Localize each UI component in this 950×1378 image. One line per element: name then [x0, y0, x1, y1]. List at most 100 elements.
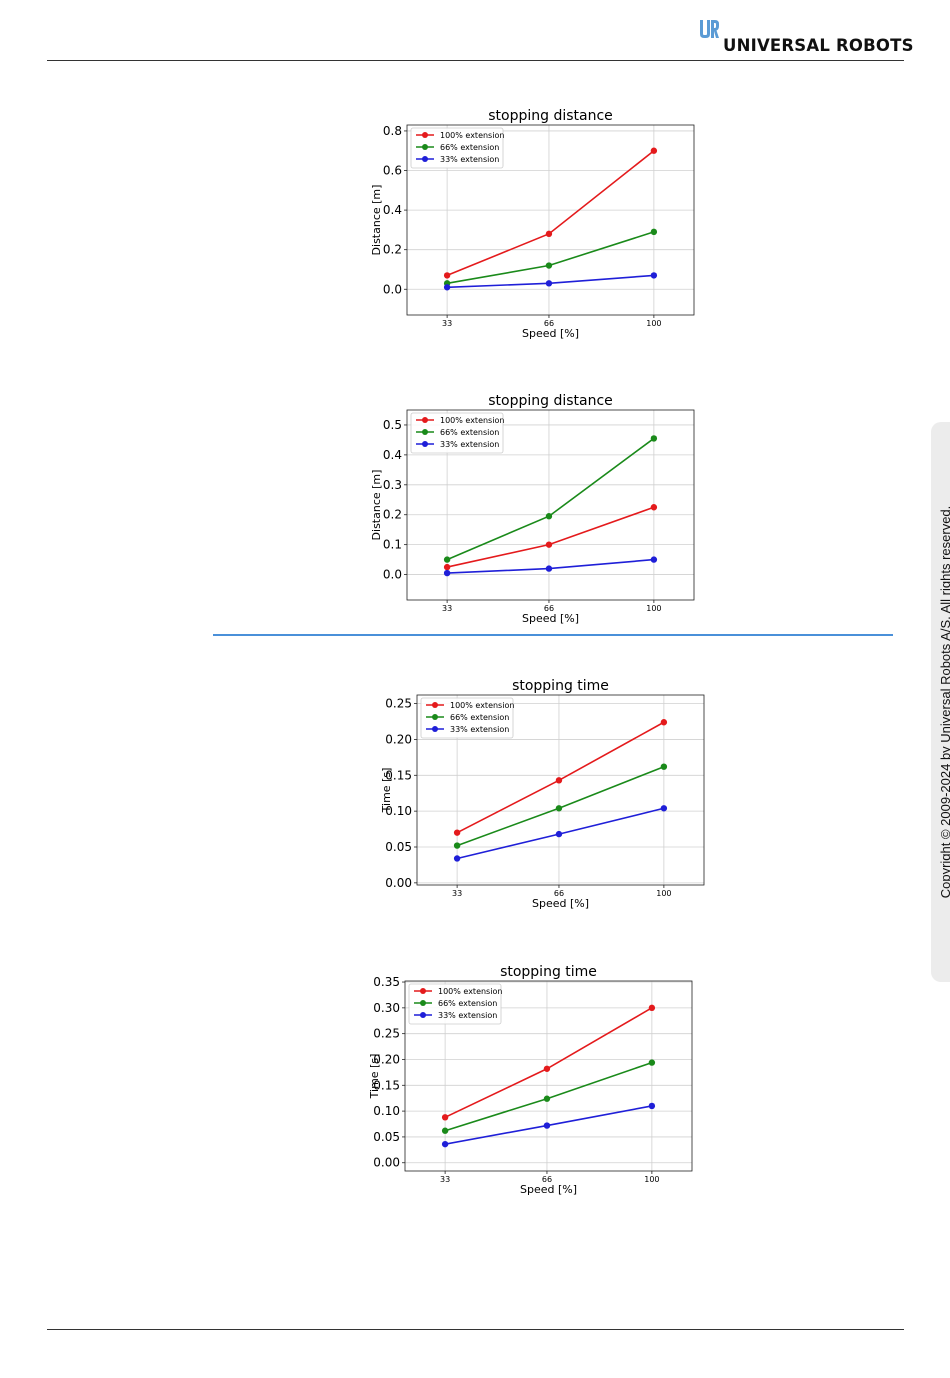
data-point: [543, 1065, 551, 1072]
legend-marker: [422, 429, 428, 435]
y-axis-label: Time [s]: [380, 768, 393, 814]
stopping-distance-chart-2: stopping distance 0.0 0.1 0.2 0.3 0.4 0.5 33 66 1…: [360, 385, 710, 635]
x-tick-label: 66: [544, 604, 554, 613]
y-tick-label: 0.30: [373, 1001, 400, 1015]
legend-label: 100% extension: [440, 416, 504, 425]
y-axis-label: Distance [m]: [370, 185, 383, 256]
legend-label: 66% extension: [450, 713, 509, 722]
y-tick-label: 0.3: [383, 478, 402, 492]
data-point: [545, 230, 553, 238]
y-tick-label: 0.00: [373, 1156, 400, 1170]
legend-marker: [432, 726, 438, 732]
data-point: [650, 556, 658, 563]
data-point: [660, 805, 668, 812]
data-point: [555, 805, 563, 812]
chart-title: stopping distance: [488, 108, 613, 124]
data-point: [545, 565, 553, 572]
legend-box: [410, 127, 504, 169]
y-tick-label: 0.4: [383, 448, 402, 462]
y-tick-label: 0.05: [373, 1130, 400, 1144]
data-point: [453, 855, 461, 862]
y-tick-label: 0.8: [383, 124, 402, 138]
chart-svg: stopping distance 0.0 0.1 0.2 0.3 0.4 0.5 33 66 1…: [370, 393, 695, 625]
legend-label: 66% extension: [438, 999, 497, 1008]
copyright-text: Copyright © 2009-2024 by Universal Robot…: [938, 505, 950, 899]
x-axis-label: Speed [%]: [532, 897, 589, 910]
y-tick-label: 0.35: [373, 975, 400, 989]
y-axis-label: Time [s]: [368, 1054, 381, 1100]
series-line: [446, 437, 655, 561]
y-tick-label: 0.2: [383, 508, 402, 522]
data-point: [660, 763, 668, 770]
y-tick-label: 0.6: [383, 164, 402, 178]
legend-label: 66% extension: [440, 143, 499, 152]
data-point: [443, 569, 451, 577]
legend: 100% extension 66% extension 33% extension: [408, 983, 502, 1025]
legend-marker: [422, 132, 428, 138]
data-point: [441, 1127, 449, 1134]
y-tick-label: 0.15: [385, 768, 412, 782]
data-point: [443, 272, 451, 279]
series-line: [446, 150, 655, 277]
data-point: [443, 556, 451, 563]
data-point: [650, 435, 658, 442]
y-tick-label: 0.10: [385, 804, 412, 818]
y-tick-label: 0.0: [383, 282, 402, 296]
chart-title: stopping time: [500, 964, 597, 980]
legend-marker: [422, 144, 428, 150]
x-tick-label: 100: [646, 319, 661, 328]
section-divider: [213, 634, 893, 636]
chart-svg: stopping time 0.00 0.05 0.10 0.15 0.20 0.25 0.3…: [368, 964, 693, 1196]
x-tick-label: 100: [646, 604, 661, 613]
x-tick-label: 66: [542, 1175, 552, 1184]
plot-frame: [416, 694, 705, 886]
legend-label: 100% extension: [438, 987, 502, 996]
x-tick-label: 33: [442, 604, 452, 613]
legend-marker: [422, 441, 428, 447]
y-tick-label: 0.20: [373, 1052, 400, 1066]
legend-marker: [420, 988, 426, 994]
legend-box: [408, 983, 502, 1025]
y-axis-label: Distance [m]: [370, 470, 383, 541]
ur-logo-icon: [698, 18, 720, 40]
y-tick-label: 0.5: [383, 418, 402, 432]
data-point: [650, 272, 658, 279]
legend-label: 100% extension: [440, 131, 504, 140]
x-tick-label: 100: [656, 889, 671, 898]
plot-frame: [404, 980, 693, 1172]
legend: 100% extension 66% extension 33% extension: [420, 697, 514, 739]
x-axis-label: Speed [%]: [520, 1183, 577, 1196]
data-point: [543, 1122, 551, 1129]
data-point: [555, 830, 563, 838]
y-tick-label: 0.0: [383, 568, 402, 582]
legend-label: 100% extension: [450, 701, 514, 710]
y-tick-label: 0.05: [385, 840, 412, 854]
plot-frame: [406, 124, 695, 316]
x-tick-label: 66: [554, 889, 564, 898]
header-divider: [47, 60, 904, 61]
data-point: [545, 513, 553, 520]
data-point: [453, 829, 461, 836]
x-tick-label: 100: [644, 1175, 659, 1184]
x-tick-label: 66: [544, 319, 554, 328]
chart-title: stopping distance: [488, 393, 613, 409]
legend-label: 33% extension: [450, 725, 509, 734]
data-point: [648, 1059, 656, 1066]
stopping-time-chart-1: stopping time 0.00 0.05 0.10 0.15 0.20 0.25 33 6…: [370, 670, 720, 920]
legend-marker: [432, 714, 438, 720]
y-tick-label: 0.4: [383, 203, 402, 217]
y-tick-label: 0.1: [383, 538, 402, 552]
data-point: [650, 228, 658, 236]
chart-svg: stopping time 0.00 0.05 0.10 0.15 0.20 0.25 33 6…: [380, 678, 705, 910]
legend-marker: [432, 702, 438, 708]
legend: 100% extension 66% extension 33% extension: [410, 412, 504, 454]
chart-svg: stopping distance 0.0 0.2 0.4 0.6 0.8 33 66 100 S…: [370, 108, 695, 340]
brand-name: UNIVERSAL ROBOTS: [723, 36, 914, 55]
y-tick-label: 0.00: [385, 876, 412, 890]
data-point: [441, 1140, 449, 1148]
data-point: [650, 504, 658, 511]
series-line: [446, 231, 655, 285]
data-point: [648, 1004, 656, 1012]
data-point: [441, 1114, 449, 1121]
legend-box: [420, 697, 514, 739]
